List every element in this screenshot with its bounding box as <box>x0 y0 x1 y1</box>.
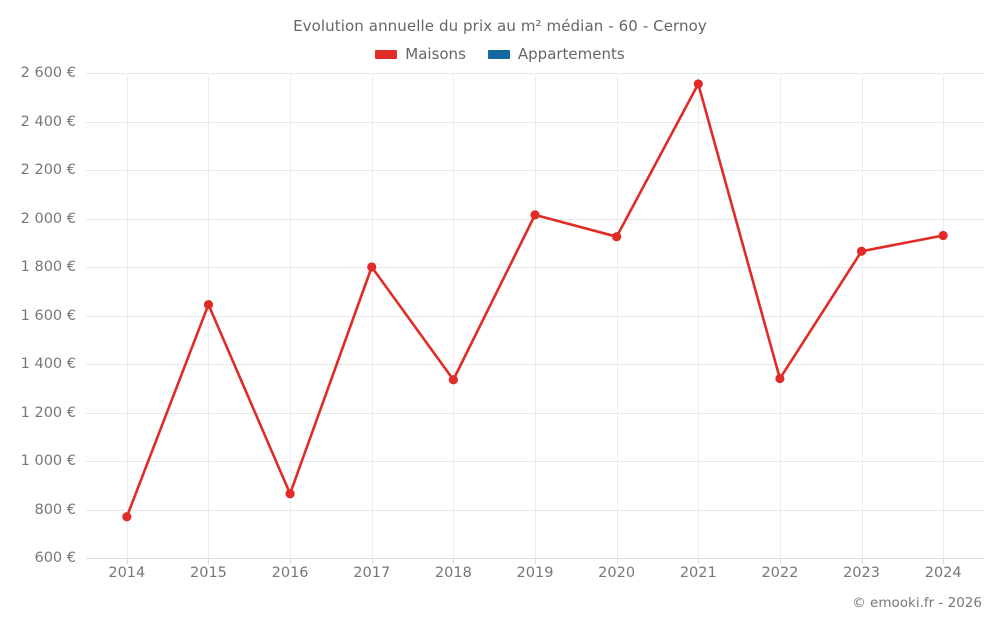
gridline-v <box>126 73 128 558</box>
x-axis-tick-label: 2024 <box>924 565 962 581</box>
x-axis-tick-label: 2015 <box>190 565 227 581</box>
y-axis-tick-label: 800 € <box>34 501 76 518</box>
legend-swatch-appartements <box>487 49 510 59</box>
legend-item-appartements[interactable]: Appartements <box>487 45 625 63</box>
copyright-credit: © emooki.fr - 2026 <box>852 595 982 611</box>
x-axis-tick-label: 2019 <box>516 565 554 581</box>
x-axis-tick-mark <box>943 558 945 564</box>
x-axis-tick-mark <box>698 558 700 564</box>
data-point[interactable] <box>775 373 785 384</box>
data-point[interactable] <box>122 512 132 522</box>
legend-label-appartements: Appartements <box>517 45 625 63</box>
x-axis-tick-label: 2017 <box>353 565 391 581</box>
x-axis-tick-label: 2018 <box>434 565 472 581</box>
x-axis-tick-mark <box>290 558 292 564</box>
x-axis-tick-label: 2021 <box>679 565 717 581</box>
gridline-v <box>208 73 210 558</box>
gridline-v <box>616 73 618 558</box>
data-point[interactable] <box>856 246 867 256</box>
y-axis-tick-label: 1 000 € <box>20 453 76 469</box>
data-point[interactable] <box>203 299 214 310</box>
y-axis-tick-label: 2 000 € <box>20 210 76 227</box>
y-axis-tick-label: 1 400 € <box>20 356 76 372</box>
x-axis-tick-mark <box>535 558 536 564</box>
x-axis-tick-mark <box>371 558 373 564</box>
gridline-v <box>535 73 536 558</box>
y-axis-tick-label: 2 200 € <box>20 162 76 178</box>
data-point[interactable] <box>612 232 622 242</box>
gridline-v <box>779 73 781 558</box>
x-axis-tick-label: 2016 <box>271 565 309 581</box>
y-axis-tick-label: 1 200 € <box>20 404 76 421</box>
chart-title: Evolution annuelle du prix au m² médian … <box>293 17 707 35</box>
data-series-layer <box>122 79 948 522</box>
gridline-v <box>943 73 945 558</box>
gridline-v <box>861 73 863 558</box>
data-point[interactable] <box>448 375 458 385</box>
gridline-v <box>371 73 373 558</box>
x-axis-tick-mark <box>616 558 618 564</box>
gridline-v <box>698 73 700 558</box>
y-axis-tick-label: 2 400 € <box>20 113 76 130</box>
x-axis-tick-label: 2022 <box>761 565 799 581</box>
gridline-v <box>453 73 455 558</box>
data-point[interactable] <box>367 262 377 272</box>
data-point[interactable] <box>693 79 703 89</box>
x-axis-tick-label: 2023 <box>843 565 880 581</box>
x-axis-tick-mark <box>453 558 455 564</box>
x-axis-tick-label: 2014 <box>108 565 146 581</box>
gridline-v <box>290 73 292 558</box>
data-point[interactable] <box>285 489 295 499</box>
x-axis-tick-mark <box>861 558 863 564</box>
x-axis-tick-mark <box>208 558 210 564</box>
y-axis-tick-label: 1 600 € <box>20 307 76 324</box>
y-axis-tick-label: 1 800 € <box>20 259 76 275</box>
legend-label-maisons: Maisons <box>405 45 466 63</box>
data-point[interactable] <box>938 230 948 241</box>
series-line-maisons <box>125 82 945 519</box>
x-axis-tick-mark <box>779 558 781 564</box>
x-axis-tick-mark <box>126 558 128 564</box>
data-point[interactable] <box>530 210 540 220</box>
x-axis-tick-label: 2020 <box>598 565 636 581</box>
chart-legend: Maisons Appartements <box>0 45 1000 63</box>
legend-swatch-maisons <box>375 49 398 59</box>
y-axis-tick-label: 600 € <box>34 550 76 566</box>
plot-area <box>86 73 984 559</box>
legend-item-maisons[interactable]: Maisons <box>375 45 466 63</box>
y-axis-tick-label: 2 600 € <box>20 65 76 81</box>
